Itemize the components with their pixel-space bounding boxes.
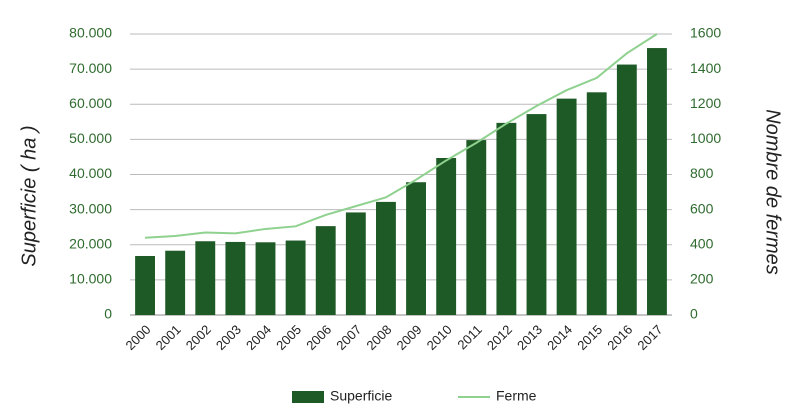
y2-tick-label: 1000 (690, 130, 721, 146)
x-tick-label: 2008 (363, 322, 394, 353)
y2-axis-title: Nombre de fermes (762, 109, 784, 275)
x-tick-label: 2006 (303, 322, 334, 353)
bar (436, 157, 457, 315)
x-tick-label: 2007 (333, 322, 364, 353)
y-tick-label: 20.000 (69, 235, 112, 251)
y-tick-label: 80.000 (69, 25, 112, 41)
y2-tick-label: 1600 (690, 25, 721, 41)
x-tick-label: 2016 (604, 322, 635, 353)
bar (285, 240, 306, 315)
y-tick-label: 10.000 (69, 271, 112, 287)
y2-tick-label: 800 (690, 165, 714, 181)
y-tick-label: 40.000 (69, 165, 112, 181)
y-axis-title: Superficie ( ha ) (18, 125, 40, 266)
bar (466, 140, 487, 315)
x-tick-label: 2001 (153, 322, 184, 353)
bar (406, 182, 426, 315)
y2-tick-label: 600 (690, 200, 714, 216)
x-tick-label: 2004 (243, 322, 274, 353)
bar (255, 242, 276, 315)
bar (345, 212, 366, 315)
legend-label: Superficie (330, 388, 392, 404)
y-tick-label: 50.000 (69, 130, 112, 146)
bar (647, 48, 667, 316)
bar (165, 250, 186, 315)
x-tick-label: 2017 (634, 322, 665, 353)
y2-tick-label: 1200 (690, 95, 721, 111)
x-tick-label: 2005 (273, 322, 304, 353)
y-tick-label: 30.000 (69, 200, 112, 216)
bar (195, 241, 216, 315)
x-tick-label: 2012 (484, 322, 515, 353)
bar (496, 122, 517, 316)
x-tick-label: 2015 (574, 322, 605, 353)
bar (315, 226, 336, 315)
y2-tick-label: 400 (690, 235, 714, 251)
x-tick-label: 2010 (424, 322, 455, 353)
y-tick-label: 60.000 (69, 95, 112, 111)
x-tick-label: 2003 (213, 322, 244, 353)
bar (556, 98, 577, 315)
x-tick-label: 2009 (394, 322, 425, 353)
bar (616, 64, 637, 315)
x-tick-label: 2011 (454, 322, 484, 352)
bar (526, 114, 547, 316)
x-tick-label: 2014 (544, 322, 575, 353)
legend-label: Ferme (496, 388, 537, 404)
y-tick-label: 70.000 (69, 60, 112, 76)
y2-tick-label: 1400 (690, 60, 721, 76)
line (144, 33, 658, 239)
x-tick-label: 2000 (123, 322, 154, 353)
y-tick-label: 0 (104, 306, 112, 322)
x-tick-label: 2013 (514, 322, 545, 353)
y2-tick-label: 200 (690, 271, 714, 287)
bar (586, 92, 607, 316)
legend-swatch (292, 391, 324, 403)
bar (135, 255, 155, 315)
bar (225, 241, 246, 315)
bar (376, 201, 396, 315)
y2-tick-label: 0 (690, 306, 698, 322)
x-tick-label: 2002 (183, 322, 214, 353)
